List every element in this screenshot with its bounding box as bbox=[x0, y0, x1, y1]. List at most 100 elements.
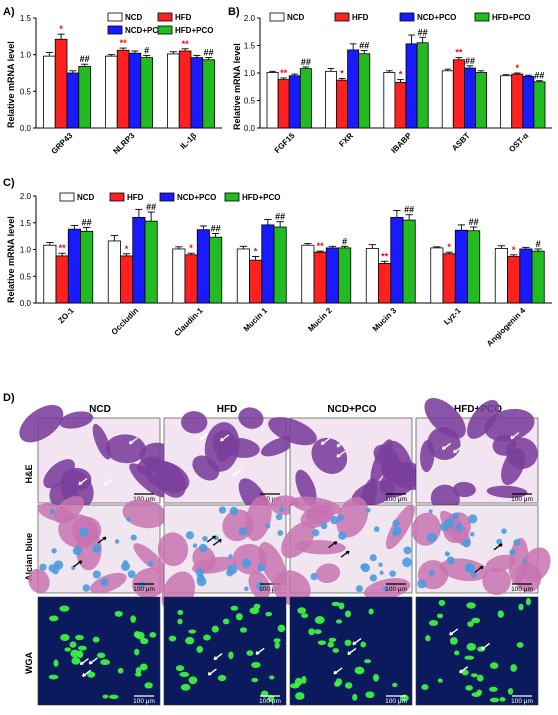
legend-swatch bbox=[157, 25, 173, 35]
y-tick-label: 1.5 bbox=[20, 219, 32, 228]
bar bbox=[107, 240, 121, 304]
significance-mark: ## bbox=[465, 56, 475, 66]
significance-mark: ## bbox=[146, 202, 156, 212]
bar bbox=[144, 220, 158, 304]
scale-bar-label: 100 μm bbox=[259, 586, 281, 593]
bar bbox=[338, 247, 352, 304]
x-tick-label: Lyz-1 bbox=[442, 306, 463, 327]
scale-bar-label: 100 μm bbox=[133, 698, 155, 705]
legend-label: NCD+PCO bbox=[177, 193, 216, 202]
bar bbox=[209, 236, 223, 304]
significance-mark: * bbox=[340, 69, 344, 79]
x-tick-label: Angiogenin 4 bbox=[485, 306, 528, 349]
bar bbox=[236, 248, 250, 304]
bar bbox=[190, 57, 204, 129]
significance-mark: ## bbox=[418, 27, 428, 37]
significance-mark: ** bbox=[182, 39, 190, 49]
significance-mark: # bbox=[342, 236, 347, 246]
x-tick-label: Occludin bbox=[110, 306, 141, 337]
bar bbox=[55, 255, 69, 304]
legend-swatch bbox=[474, 12, 490, 22]
legend-label: NCD bbox=[77, 193, 95, 202]
significance-mark: * bbox=[125, 244, 129, 254]
column-header-ncd: NCD bbox=[89, 404, 111, 415]
micrograph-r2-c0: 100 μm bbox=[37, 596, 161, 706]
bar bbox=[67, 228, 81, 304]
bar bbox=[43, 244, 57, 304]
x-tick-label: Mucin 3 bbox=[371, 306, 399, 334]
micrograph-r1-c1: 100 μm bbox=[157, 495, 300, 614]
column-header-hfd: HFD bbox=[217, 404, 238, 415]
significance-mark: ## bbox=[301, 57, 311, 67]
bar bbox=[299, 68, 312, 129]
bar bbox=[511, 73, 524, 129]
x-tick-label: OST-α bbox=[507, 131, 530, 154]
bar bbox=[301, 244, 315, 304]
y-tick-label: 1.5 bbox=[20, 14, 32, 23]
bar bbox=[178, 50, 192, 129]
micrograph-r1-c2: 100 μm bbox=[272, 496, 415, 606]
scale-bar-label: 100 μm bbox=[511, 698, 533, 705]
bar bbox=[277, 79, 290, 129]
scale-bar-label: 100 μm bbox=[385, 698, 407, 705]
significance-mark: ## bbox=[204, 48, 214, 58]
bar bbox=[184, 254, 198, 304]
significance-mark: ## bbox=[404, 205, 414, 215]
panel-a-ylabel: Relative mRNA level bbox=[6, 41, 16, 128]
bar bbox=[452, 59, 465, 129]
bar bbox=[140, 57, 153, 129]
bar bbox=[116, 49, 130, 129]
bar bbox=[273, 226, 287, 304]
significance-mark: ## bbox=[211, 223, 221, 233]
legend-label: HFD+PCO bbox=[242, 193, 280, 202]
legend-label: HFD+PCO bbox=[492, 13, 530, 22]
x-tick-label: Mucin 2 bbox=[306, 306, 334, 334]
bar bbox=[249, 259, 263, 304]
significance-mark: ## bbox=[359, 40, 369, 50]
scale-bar-label: 100 μm bbox=[259, 698, 281, 705]
bar bbox=[519, 248, 533, 304]
micrograph-r0-c0: 100 μm bbox=[19, 405, 172, 513]
y-tick-label: 2.0 bbox=[20, 192, 32, 201]
y-tick-label: 1.5 bbox=[244, 42, 256, 51]
significance-mark: * bbox=[512, 245, 516, 255]
legend-label: HFD bbox=[127, 193, 144, 202]
legend-swatch bbox=[224, 192, 240, 202]
significance-mark: * bbox=[189, 243, 193, 253]
bar bbox=[202, 59, 215, 129]
legend-label: NCD+PCO bbox=[125, 26, 164, 35]
significance-mark: ** bbox=[455, 48, 463, 58]
y-tick-label: 0.5 bbox=[244, 97, 256, 106]
panel-label-c: C) bbox=[3, 177, 15, 189]
bar bbox=[365, 248, 379, 304]
x-tick-label: IBABP bbox=[389, 131, 413, 155]
scale-bar-label: 100 μm bbox=[511, 586, 533, 593]
bar bbox=[325, 70, 337, 129]
x-tick-label: GRP43 bbox=[49, 131, 74, 156]
legend-swatch bbox=[107, 12, 123, 22]
bar bbox=[475, 72, 487, 129]
micrograph-r2-c1: 100 μm bbox=[163, 596, 287, 706]
panel-label-b: B) bbox=[228, 6, 240, 18]
bar bbox=[347, 49, 360, 129]
significance-mark: ## bbox=[534, 71, 544, 81]
bar bbox=[132, 216, 146, 304]
legend-swatch bbox=[159, 192, 175, 202]
bar bbox=[500, 75, 513, 129]
row-header-he: H&E bbox=[24, 464, 34, 483]
significance-mark: ** bbox=[280, 68, 288, 78]
significance-mark: # bbox=[536, 239, 541, 249]
y-tick-label: 0.0 bbox=[20, 124, 32, 133]
micrograph-r0-c3: 100 μm bbox=[415, 398, 539, 513]
bar bbox=[66, 72, 80, 129]
bar bbox=[394, 81, 407, 129]
x-tick-label: ZO-1 bbox=[56, 306, 76, 326]
bar bbox=[80, 230, 94, 304]
y-tick-label: 0.0 bbox=[244, 124, 256, 133]
column-header-ncd-pco: NCD+PCO bbox=[327, 404, 376, 415]
bar bbox=[336, 79, 348, 129]
bar bbox=[378, 263, 392, 304]
bar bbox=[120, 255, 134, 304]
micrograph-r2-c3: 100 μm bbox=[415, 596, 539, 706]
